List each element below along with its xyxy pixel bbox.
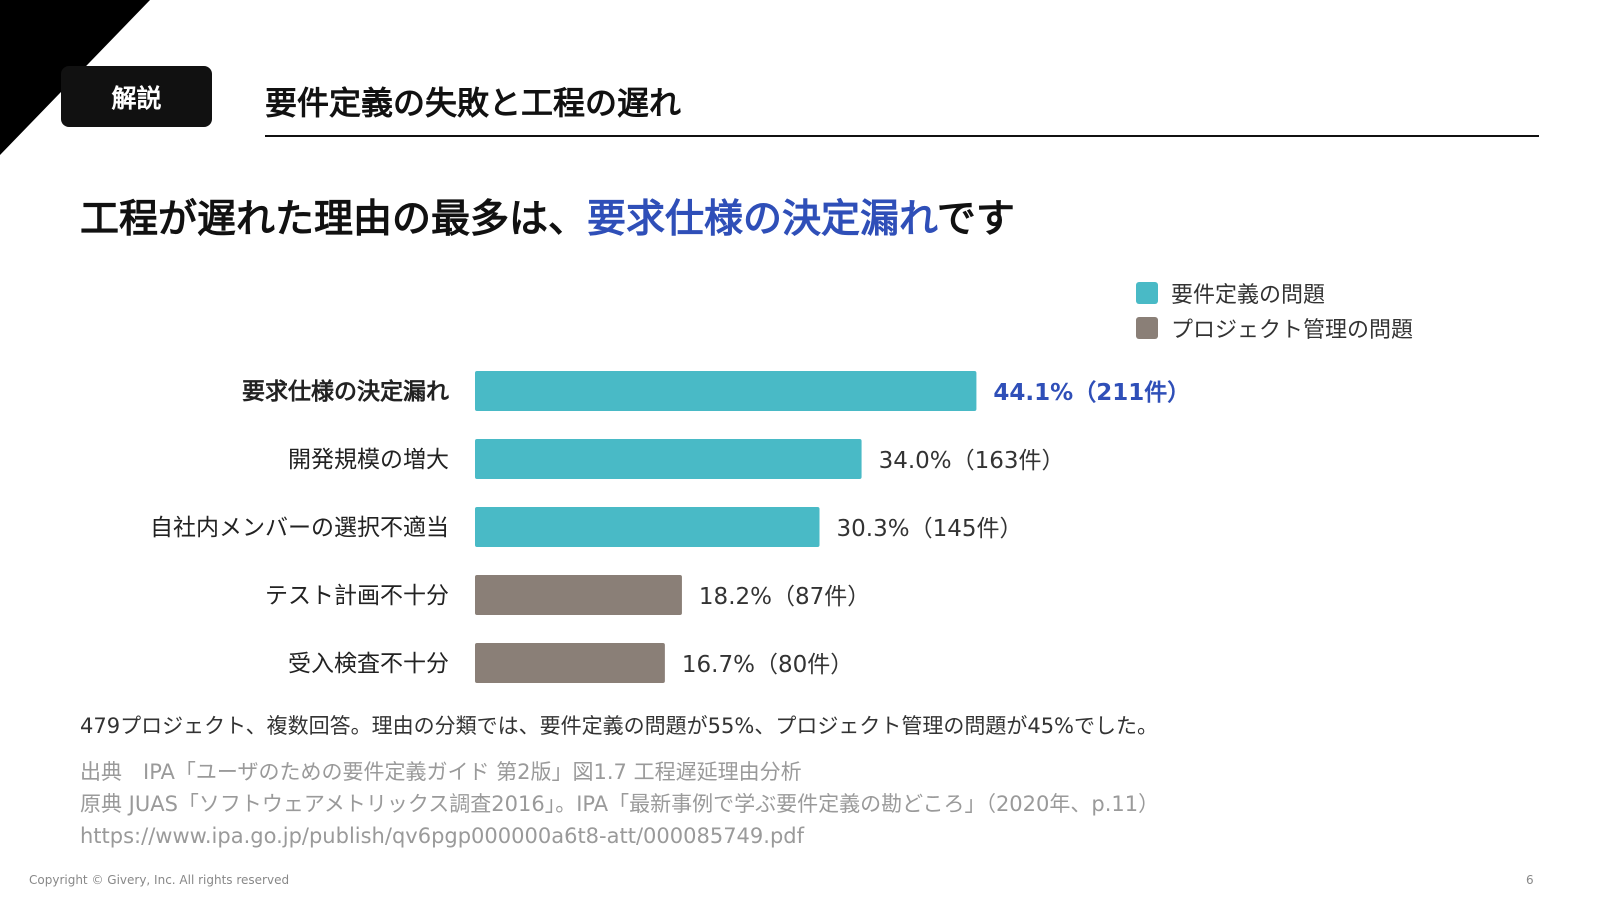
headline-highlight: 要求仕様の決定漏れ [587, 197, 937, 242]
headline-suffix: です [936, 197, 1015, 242]
source-block: 出典 IPA「ユーザのための要件定義ガイド 第2版」図1.7 工程遅延理由分析 … [80, 756, 1159, 852]
legend-swatch-requirements [1136, 281, 1158, 304]
source-line: 原典 JUAS「ソフトウェアメトリックス調査2016」。IPA「最新事例で学ぶ要… [80, 792, 1160, 816]
legend-swatch-project-management [1136, 316, 1158, 339]
chart-note: 479プロジェクト、複数回答。理由の分類では、要件定義の問題が55%、プロジェク… [80, 714, 1159, 738]
category-label: 要求仕様の決定漏れ [242, 378, 449, 405]
copyright: Copyright © Givery, Inc. All rights rese… [29, 873, 290, 887]
page-number: 6 [1526, 873, 1534, 887]
data-label: 44.1%（211件） [993, 379, 1190, 406]
chart-bar [475, 371, 977, 411]
section-badge: 解説 [61, 66, 212, 127]
data-label: 34.0%（163件） [879, 448, 1065, 474]
title-divider [265, 135, 1539, 137]
legend-label-requirements: 要件定義の問題 [1171, 282, 1326, 308]
chart-bar [475, 575, 682, 615]
category-label: 受入検査不十分 [288, 651, 449, 677]
page-title: 要件定義の失敗と工程の遅れ [265, 84, 682, 122]
data-label: 18.2%（87件） [699, 584, 870, 610]
source-line: 出典 IPA「ユーザのための要件定義ガイド 第2版」図1.7 工程遅延理由分析 [80, 760, 802, 784]
category-label: 開発規模の増大 [288, 447, 449, 473]
chart-bar [475, 439, 862, 479]
category-label: 自社内メンバーの選択不適当 [150, 515, 449, 541]
headline: 工程が遅れた理由の最多は、要求仕様の決定漏れです [80, 188, 1015, 244]
data-label: 30.3%（145件） [837, 516, 1023, 542]
data-label: 16.7%（80件） [682, 652, 853, 678]
headline-prefix: 工程が遅れた理由の最多は、 [80, 197, 588, 242]
chart-bar [475, 507, 820, 547]
chart-bar [475, 643, 665, 683]
source-url: https://www.ipa.go.jp/publish/qv6pgp0000… [80, 824, 805, 848]
category-label: テスト計画不十分 [265, 583, 449, 609]
chart-legend: 要件定義の問題 プロジェクト管理の問題 [1136, 275, 1413, 345]
legend-item-project-management: プロジェクト管理の問題 [1136, 310, 1413, 345]
legend-item-requirements: 要件定義の問題 [1136, 275, 1413, 310]
legend-label-project-management: プロジェクト管理の問題 [1171, 317, 1414, 343]
